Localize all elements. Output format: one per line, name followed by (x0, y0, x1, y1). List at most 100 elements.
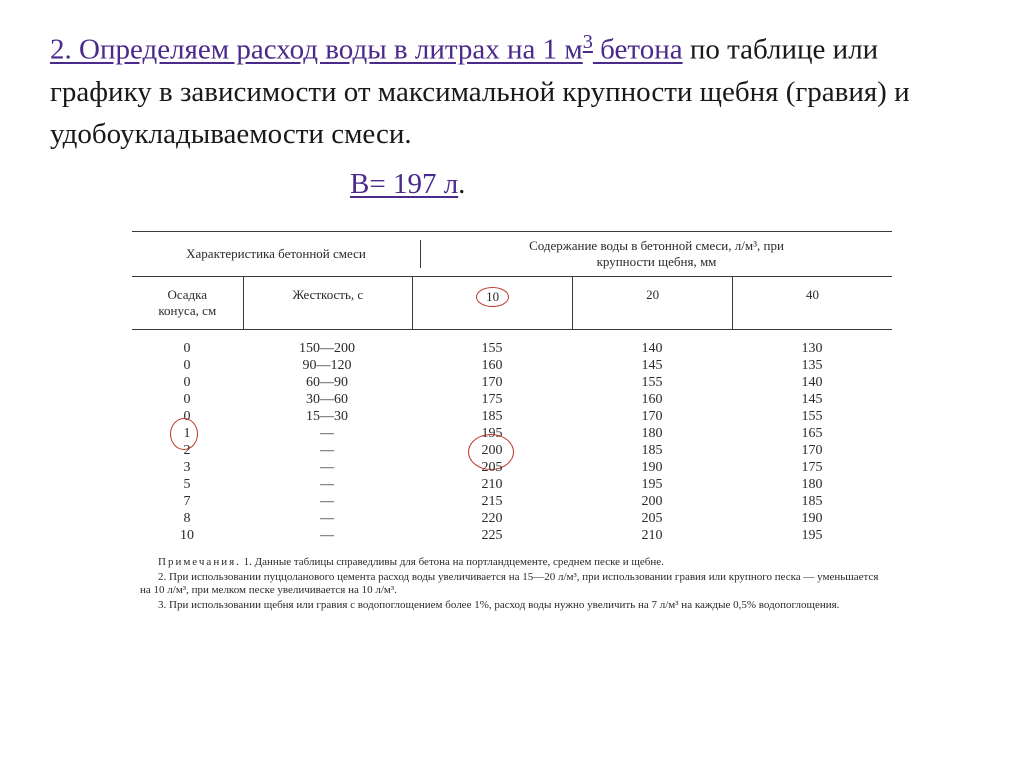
heading-part2: бетона (593, 34, 683, 66)
cell-c20: 160 (572, 391, 732, 408)
cell-zhest: 15—30 (242, 408, 412, 425)
table-row: 1—195180165 (132, 425, 892, 442)
cell-c20: 205 (572, 510, 732, 527)
col-c20-head: 20 (573, 277, 733, 329)
col-c40-head: 40 (733, 277, 892, 329)
cell-osadka: 5 (132, 476, 242, 493)
col-osadka-head: Осадка конуса, см (132, 277, 244, 329)
cell-osadka: 0 (132, 340, 242, 357)
cell-c10: 210 (412, 476, 572, 493)
cell-c40: 170 (732, 442, 892, 459)
cell-zhest: — (242, 510, 412, 527)
cell-c10: 160 (412, 357, 572, 374)
heading-block: 2. Определяем расход воды в литрах на 1 … (0, 0, 1024, 205)
cell-osadka: 0 (132, 374, 242, 391)
notes-n2: 2. При использовании пуццоланового цемен… (140, 571, 884, 599)
cell-c40: 130 (732, 340, 892, 357)
table-row: 030—60175160145 (132, 391, 892, 408)
cell-c40: 140 (732, 374, 892, 391)
cell-c40: 155 (732, 408, 892, 425)
cell-zhest: — (242, 442, 412, 459)
notes-n1: 1. Данные таблицы справедливы для бетона… (244, 556, 664, 568)
table-row: 8—220205190 (132, 510, 892, 527)
cell-osadka: 10 (132, 527, 242, 544)
table-header-right: Содержание воды в бетонной смеси, л/м³, … (421, 232, 892, 276)
table-subheader: Осадка конуса, см Жесткость, с 10 20 40 (132, 277, 892, 330)
cell-c10: 155 (412, 340, 572, 357)
cell-c20: 195 (572, 476, 732, 493)
cell-c10: 200 (412, 442, 572, 459)
table-row: 090—120160145135 (132, 357, 892, 374)
cell-c10: 215 (412, 493, 572, 510)
cell-c40: 175 (732, 459, 892, 476)
cell-c20: 180 (572, 425, 732, 442)
cell-c10: 185 (412, 408, 572, 425)
cell-c20: 185 (572, 442, 732, 459)
table-row: 7—215200185 (132, 493, 892, 510)
cell-osadka: 2 (132, 442, 242, 459)
header-right-l2: крупности щебня, мм (597, 254, 717, 269)
cell-c40: 185 (732, 493, 892, 510)
table-body: 0150—200155140130090—120160145135060—901… (132, 330, 892, 544)
cell-c20: 190 (572, 459, 732, 476)
cell-c40: 180 (732, 476, 892, 493)
cell-c10: 195 (412, 425, 572, 442)
cell-c10: 170 (412, 374, 572, 391)
notes-label: Примечания. (158, 556, 241, 568)
header-right-l1: Содержание воды в бетонной смеси, л/м³, … (529, 238, 784, 253)
table-row: 2—200185170 (132, 442, 892, 459)
table-row: 10—225210195 (132, 527, 892, 544)
notes-n3: 3. При использовании щебня или гравия с … (140, 599, 884, 613)
cell-c40: 190 (732, 510, 892, 527)
notes-block: Примечания. 1. Данные таблицы справедлив… (132, 556, 892, 613)
cell-zhest: 90—120 (242, 357, 412, 374)
cell-zhest: 30—60 (242, 391, 412, 408)
cell-c10: 220 (412, 510, 572, 527)
table-row: 015—30185170155 (132, 408, 892, 425)
osadka-l2: конуса, см (158, 303, 216, 318)
cell-osadka: 0 (132, 357, 242, 374)
cell-c20: 170 (572, 408, 732, 425)
result-value: В= 197 л (350, 168, 458, 200)
cell-c20: 140 (572, 340, 732, 357)
table-row: 0150—200155140130 (132, 340, 892, 357)
cell-c20: 145 (572, 357, 732, 374)
cell-c40: 195 (732, 527, 892, 544)
cell-c20: 200 (572, 493, 732, 510)
cell-c10: 175 (412, 391, 572, 408)
result-dot: . (458, 168, 465, 200)
cell-c40: 135 (732, 357, 892, 374)
col-zhest-head: Жесткость, с (244, 277, 414, 329)
table-header-left: Характеристика бетонной смеси (132, 240, 421, 268)
cell-c10: 225 (412, 527, 572, 544)
table-header-row1: Характеристика бетонной смеси Содержание… (132, 231, 892, 277)
osadka-l1: Осадка (167, 287, 207, 302)
cell-zhest: 150—200 (242, 340, 412, 357)
cell-c10: 205 (412, 459, 572, 476)
circled-10: 10 (476, 287, 509, 307)
table-row: 060—90170155140 (132, 374, 892, 391)
cell-c40: 145 (732, 391, 892, 408)
result-line: В= 197 л. (50, 163, 964, 205)
col-c10-head: 10 (413, 277, 573, 329)
cell-zhest: — (242, 527, 412, 544)
cell-zhest: 60—90 (242, 374, 412, 391)
cell-zhest: — (242, 476, 412, 493)
table-scan: Характеристика бетонной смеси Содержание… (132, 231, 892, 613)
cell-c40: 165 (732, 425, 892, 442)
cell-osadka: 3 (132, 459, 242, 476)
heading-part1: 2. Определяем расход воды в литрах на 1 … (50, 34, 583, 66)
heading-sup: 3 (583, 31, 593, 53)
cell-zhest: — (242, 493, 412, 510)
cell-zhest: — (242, 459, 412, 476)
cell-c20: 155 (572, 374, 732, 391)
cell-osadka: 8 (132, 510, 242, 527)
cell-osadka: 0 (132, 408, 242, 425)
cell-osadka: 7 (132, 493, 242, 510)
cell-osadka: 0 (132, 391, 242, 408)
cell-zhest: — (242, 425, 412, 442)
notes-line1: Примечания. 1. Данные таблицы справедлив… (140, 556, 884, 570)
cell-osadka: 1 (132, 425, 242, 442)
table-row: 3—205190175 (132, 459, 892, 476)
cell-c20: 210 (572, 527, 732, 544)
